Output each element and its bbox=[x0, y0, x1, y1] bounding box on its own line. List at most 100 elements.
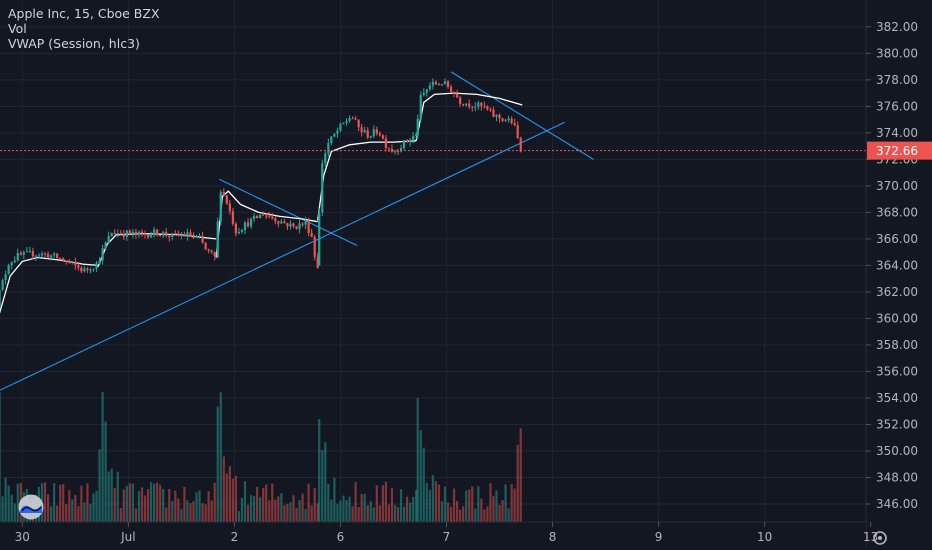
price-tick-label: 364.00 bbox=[876, 258, 918, 272]
time-tick-label: 30 bbox=[15, 530, 30, 544]
candle-body bbox=[262, 214, 265, 216]
candle-body bbox=[1, 280, 4, 290]
candle-body bbox=[204, 242, 207, 250]
candle-body bbox=[402, 140, 406, 149]
candle-body bbox=[146, 234, 150, 238]
volume-bar bbox=[393, 504, 397, 522]
candle-body bbox=[116, 233, 119, 235]
candle-body bbox=[366, 130, 369, 138]
legend-volume[interactable]: Vol bbox=[8, 21, 27, 36]
candle-body bbox=[471, 106, 474, 108]
candle-body bbox=[16, 252, 19, 261]
candle-body bbox=[390, 148, 394, 152]
time-axis[interactable]: 30 Jul 2 6 7 8 9 10 13 bbox=[0, 521, 878, 550]
volume-bar bbox=[240, 497, 244, 522]
volume-bar bbox=[119, 507, 122, 522]
candle-body bbox=[412, 136, 415, 140]
candle-body bbox=[513, 123, 516, 126]
candle-body bbox=[283, 221, 286, 224]
price-tick-label: 378.00 bbox=[876, 73, 918, 87]
candle-body bbox=[153, 229, 156, 236]
volume-bar bbox=[122, 489, 125, 522]
volume-bar bbox=[149, 482, 153, 522]
candle-body bbox=[409, 139, 412, 142]
candle-body bbox=[504, 120, 507, 122]
volume-bar bbox=[243, 481, 247, 522]
candle-body bbox=[159, 235, 162, 237]
vwap-segment bbox=[97, 232, 217, 267]
vwap-segment bbox=[317, 140, 417, 221]
candle-body bbox=[43, 253, 47, 255]
price-tick-label: 350.00 bbox=[876, 444, 918, 458]
volume-bar bbox=[390, 488, 394, 522]
volume-bar bbox=[1, 496, 4, 522]
volume-bar bbox=[351, 506, 354, 522]
candle-body bbox=[37, 255, 41, 257]
price-axis[interactable]: 346.00 348.00 350.00 352.00 354.00 356.00 358.… bbox=[865, 0, 932, 550]
candle-body bbox=[415, 134, 418, 137]
price-tick-label: 360.00 bbox=[876, 311, 918, 325]
candle-body bbox=[19, 252, 22, 255]
candle-body bbox=[98, 260, 101, 265]
volume-bar bbox=[104, 421, 107, 522]
candle-body bbox=[393, 151, 397, 153]
candle-body bbox=[339, 123, 342, 131]
volume-bar bbox=[65, 503, 68, 522]
candle-body bbox=[207, 249, 210, 251]
candle-body bbox=[304, 221, 307, 225]
candle-body bbox=[162, 232, 165, 236]
candle-body bbox=[198, 235, 201, 237]
volume-bar bbox=[416, 397, 419, 522]
volume-bar bbox=[183, 486, 186, 522]
volume-bar bbox=[333, 477, 336, 522]
candle-body bbox=[277, 221, 280, 224]
candle-body bbox=[62, 258, 65, 261]
candle-body bbox=[462, 103, 465, 106]
candle-body bbox=[4, 274, 7, 281]
candle-body bbox=[336, 130, 339, 134]
volume-bar bbox=[366, 505, 369, 522]
volume-bar bbox=[107, 471, 110, 522]
volume-bar bbox=[234, 475, 238, 522]
volume-bar bbox=[339, 500, 342, 522]
grid bbox=[0, 0, 872, 522]
volume-bar bbox=[318, 419, 321, 522]
candle-body bbox=[342, 122, 345, 124]
volume-bar bbox=[192, 501, 195, 522]
price-tick-label: 352.00 bbox=[876, 417, 918, 431]
volume-bar bbox=[110, 468, 113, 522]
settings-icon[interactable] bbox=[869, 528, 891, 548]
candle-body bbox=[177, 233, 180, 236]
volume-bar bbox=[204, 504, 207, 522]
legend-symbol[interactable]: Apple Inc, 15, Cboe BZX bbox=[8, 6, 160, 21]
candle-body bbox=[68, 261, 71, 263]
volume-bar bbox=[125, 485, 128, 522]
legend-vwap[interactable]: VWAP (Session, hlc3) bbox=[8, 36, 140, 51]
volume-bar bbox=[321, 449, 324, 522]
candle-body bbox=[298, 223, 301, 229]
candle-body bbox=[507, 118, 510, 121]
candle-body bbox=[134, 231, 138, 235]
volume-bar bbox=[201, 503, 204, 522]
volume-bar bbox=[459, 509, 462, 522]
candle-body bbox=[171, 233, 174, 238]
candle-body bbox=[443, 81, 447, 85]
candle-body bbox=[492, 109, 495, 117]
volume-bar bbox=[465, 490, 468, 522]
candle-body bbox=[480, 102, 483, 107]
candle-body bbox=[13, 260, 16, 263]
volume-bar bbox=[354, 482, 357, 522]
trendlines[interactable] bbox=[0, 71, 594, 394]
candle-body bbox=[183, 234, 186, 237]
volume-bar bbox=[237, 511, 241, 522]
candle-body bbox=[318, 212, 321, 266]
volume-bar bbox=[101, 392, 104, 522]
candle-body bbox=[25, 251, 28, 253]
volume-bar bbox=[456, 501, 459, 522]
candle-body bbox=[459, 97, 462, 104]
volume-bar bbox=[462, 506, 465, 522]
volume-bar bbox=[49, 506, 53, 522]
tradingview-logo-icon[interactable] bbox=[14, 494, 48, 520]
